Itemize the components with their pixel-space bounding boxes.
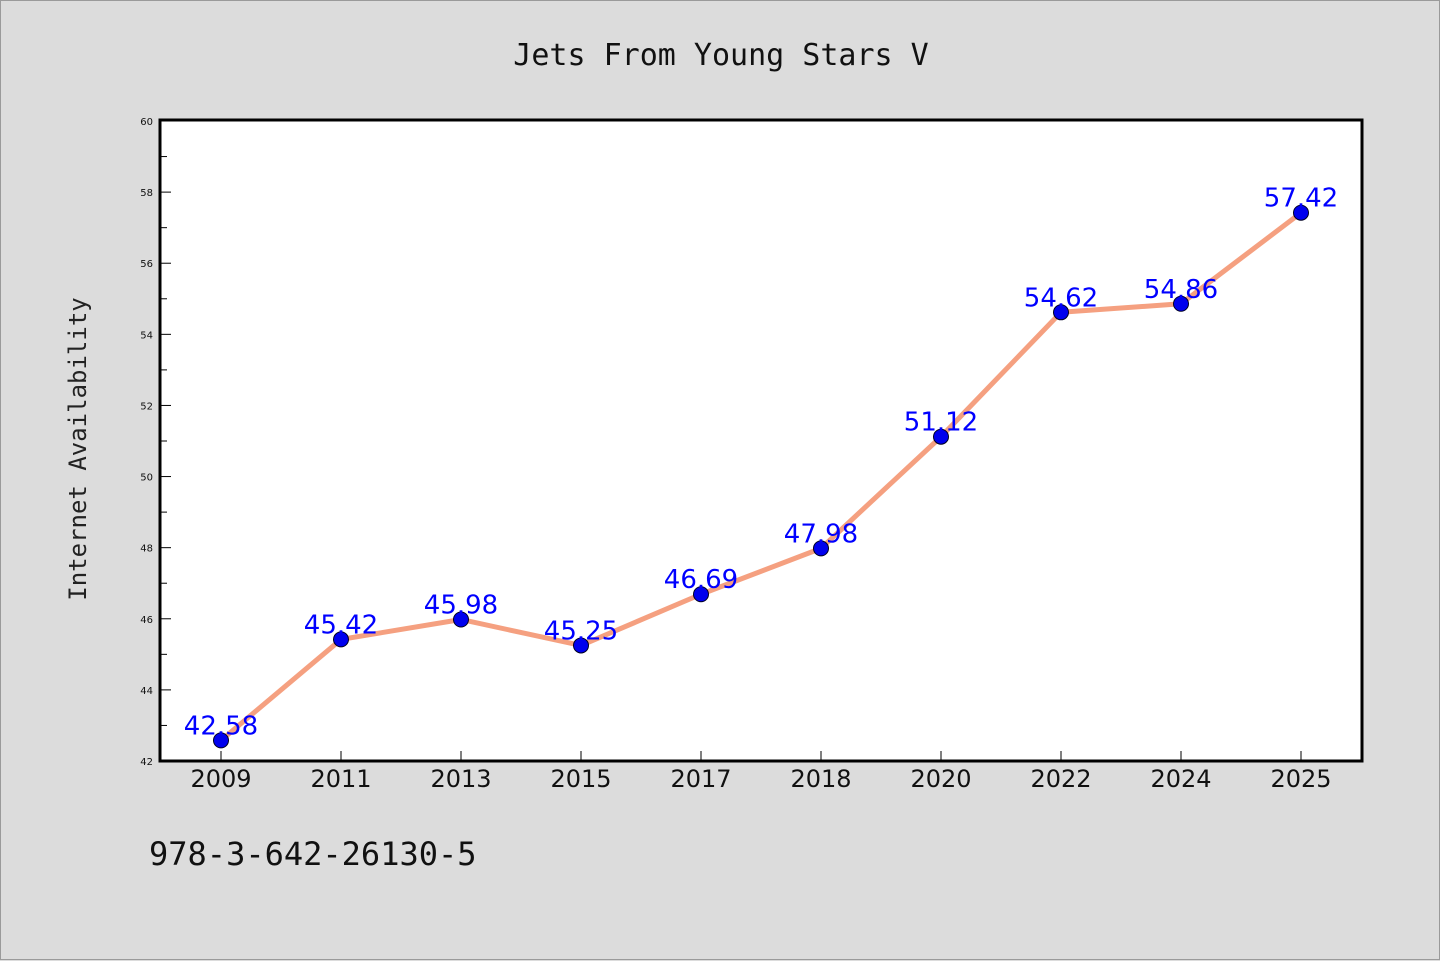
data-point xyxy=(693,586,709,603)
y-tick-label: 44 xyxy=(140,686,153,697)
data-label: 51.12 xyxy=(904,408,978,438)
x-tick-label: 2009 xyxy=(190,765,251,793)
data-label: 45.98 xyxy=(424,590,498,620)
data-label: 46.69 xyxy=(664,565,738,595)
data-label: 47.98 xyxy=(784,519,858,549)
y-tick-label: 50 xyxy=(140,473,153,484)
data-label: 57.42 xyxy=(1264,184,1338,214)
x-tick-label: 2018 xyxy=(790,765,851,793)
x-tick-label: 2024 xyxy=(1150,765,1211,793)
x-tick-label: 2011 xyxy=(310,765,371,793)
y-tick-label: 48 xyxy=(140,544,153,555)
y-tick-label: 52 xyxy=(140,401,153,412)
data-point xyxy=(1293,204,1309,221)
data-point xyxy=(213,732,229,749)
y-tick-label: 54 xyxy=(140,330,153,341)
data-label: 54.86 xyxy=(1144,275,1218,305)
y-axis-label: Internet Availability xyxy=(64,297,92,600)
footer-code: 978-3-642-26130-5 xyxy=(149,835,477,873)
x-tick-label: 2022 xyxy=(1030,765,1091,793)
data-point xyxy=(333,631,349,648)
x-tick-label: 2025 xyxy=(1270,765,1331,793)
x-tick-label: 2020 xyxy=(910,765,971,793)
plot-frame xyxy=(158,118,1364,763)
data-label: 45.25 xyxy=(544,616,618,646)
data-point xyxy=(933,428,949,445)
plot-area xyxy=(160,120,1362,761)
x-tick-label: 2013 xyxy=(430,765,491,793)
data-label: 42.58 xyxy=(184,711,258,741)
y-tick-label: 42 xyxy=(140,757,153,768)
data-point xyxy=(1173,295,1189,312)
y-tick-label: 46 xyxy=(140,615,153,626)
data-point xyxy=(1053,304,1069,321)
y-tick-label: 56 xyxy=(140,259,153,270)
series-line xyxy=(218,210,1304,743)
y-tick-label: 60 xyxy=(140,117,153,128)
chart-marks: 42 44 46 48 50 52 54 56 58 60 2009 2011 2013 2015 2017… xyxy=(140,117,1338,793)
data-label: 54.62 xyxy=(1024,283,1098,313)
data-point xyxy=(813,540,829,557)
data-label: 45.42 xyxy=(304,610,378,640)
data-point xyxy=(453,611,469,628)
y-tick-label: 58 xyxy=(140,188,153,199)
chart-title: Jets From Young Stars V xyxy=(513,38,928,73)
x-tick-label: 2017 xyxy=(670,765,731,793)
x-tick-label: 2015 xyxy=(550,765,611,793)
data-point xyxy=(573,637,589,654)
